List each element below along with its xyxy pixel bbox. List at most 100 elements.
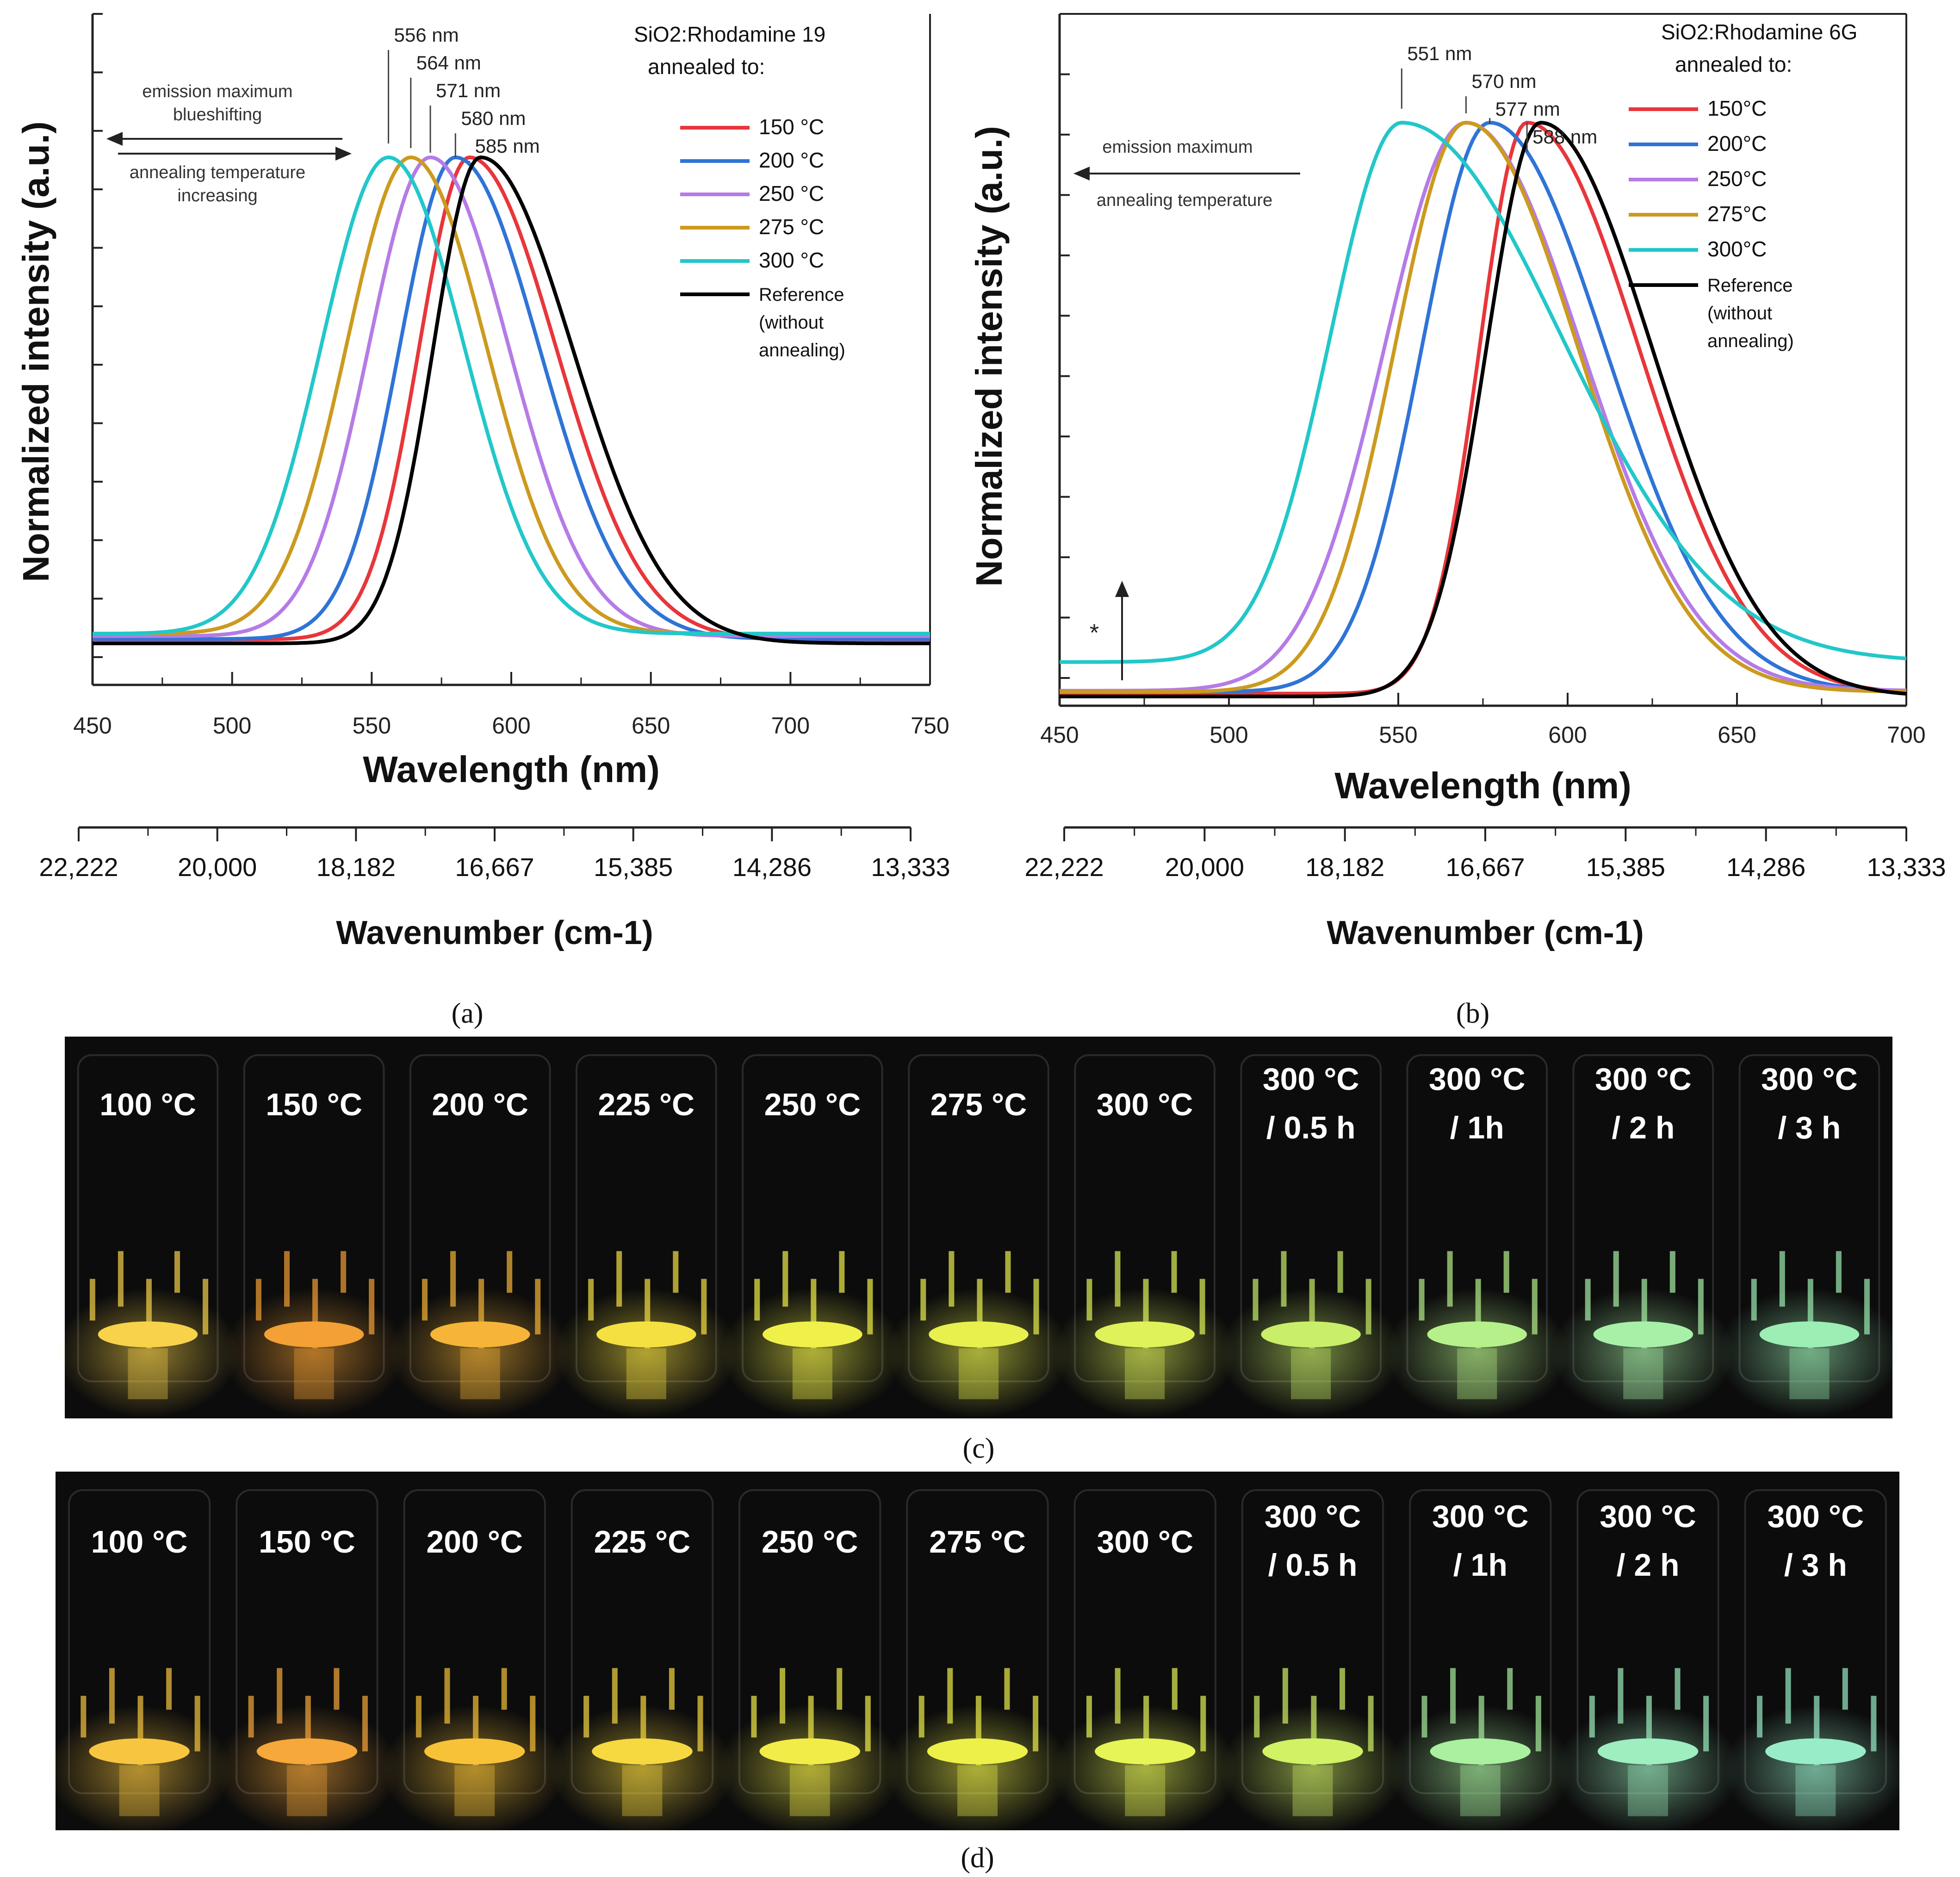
sample-fleck [1199,1279,1205,1335]
sample-label: 225 °C [598,1087,695,1122]
sample-fleck [89,1279,95,1321]
sample-fleck [341,1251,347,1293]
sample-fleck [1475,1279,1481,1349]
legend-label: 200°C [1707,131,1767,155]
wavenumber-tick-label: 15,385 [594,852,673,882]
panel-caption: (b) [1456,998,1489,1029]
sample-label: / 1h [1450,1110,1504,1145]
sample-glow [1556,1705,1740,1835]
series-line-5 [1060,121,1907,698]
sample-fleck [284,1251,290,1307]
sample-fleck [1253,1279,1259,1321]
legend-label: 250°C [1707,167,1767,191]
sample-fleck [1641,1279,1647,1349]
sample-label: 300 °C [1761,1062,1858,1097]
annotation: annealing temperature [1097,191,1272,210]
sample-fleck [312,1279,318,1349]
sample-fleck [640,1696,646,1765]
sample-label: 300 °C [1429,1062,1526,1097]
sample-reflection [1795,1765,1836,1816]
sample-fleck [444,1668,450,1724]
sample-fleck [1282,1668,1288,1724]
sample-fleck [1337,1251,1343,1293]
chart-subtitle: annealed to: [648,55,765,79]
wavenumber-tick-label: 18,182 [1305,852,1384,882]
annotation: emission maximum [142,82,292,101]
sample-fleck [146,1279,152,1349]
chart-subtitle: annealed to: [1675,52,1792,76]
sample-fleck [1033,1279,1039,1335]
sample-fleck [334,1668,340,1710]
sample-label: 300 °C [1595,1062,1692,1097]
x-tick-label: 500 [213,713,251,739]
sample-fleck [1814,1696,1820,1765]
sample-label: 225 °C [594,1524,691,1560]
peak-label: 588 nm [1532,126,1597,148]
sample-fleck [1200,1696,1206,1752]
series-line-5 [93,155,930,646]
x-tick-label: 550 [353,713,391,739]
photo-panel-c: 100 °C 150 °C 200 °C 225 °C 250 °C 275 °C 300 … [56,1037,1901,1464]
sample-fleck [837,1668,843,1710]
chart-panel-b: 450 500 550 600 650 700 Wavelength (nm) Normali… [968,13,1946,1029]
panel-caption: (a) [452,998,484,1029]
sample-glow [550,1705,735,1835]
sample-fleck [1450,1668,1456,1724]
sample-fleck [1698,1279,1704,1335]
sample-label: 100 °C [99,1087,196,1122]
peak-label: 564 nm [416,52,481,74]
sample-fleck [977,1279,983,1349]
sample-reflection [454,1765,495,1816]
sample-fleck [1086,1279,1092,1321]
sample-reflection [119,1765,160,1816]
x-tick-label: 450 [1040,722,1079,748]
sample-fleck [920,1279,926,1321]
legend-label: 275°C [1707,202,1767,226]
sample-fleck [1421,1696,1427,1738]
series-line-2 [93,155,930,638]
legend-label-line3: annealing) [1707,331,1794,351]
legend-label: 150 °C [759,115,824,139]
sample-fleck [612,1668,618,1724]
annotation: * [1090,620,1099,646]
wavenumber-tick-label: 13,333 [871,852,950,882]
sample-fleck [248,1696,254,1738]
sample-fleck [1613,1251,1619,1307]
sample-fleck [1311,1696,1317,1765]
sample-fleck [1842,1668,1848,1710]
sample-glow [1053,1705,1238,1835]
sample-fleck [1532,1279,1538,1335]
sample-fleck [754,1279,760,1321]
sample-label: 150 °C [266,1087,362,1122]
sample-fleck [1281,1251,1287,1307]
sample-reflection [460,1348,500,1399]
series-line-1 [93,155,930,641]
sample-reflection [792,1348,832,1399]
sample-glow [382,1705,567,1835]
wavenumber-tick-label: 13,333 [1867,852,1946,882]
sample-reflection [958,1348,999,1399]
sample-fleck [701,1279,707,1335]
legend-label: 300°C [1707,237,1767,261]
wavenumber-tick-label: 20,000 [1165,852,1244,882]
sample-reflection [1291,1348,1331,1399]
sample-reflection [1125,1765,1166,1816]
sample-fleck [194,1696,200,1752]
x-tick-label: 700 [771,713,810,739]
sample-fleck [867,1279,873,1335]
legend-label: 275 °C [759,215,824,239]
sample-reflection [1125,1348,1165,1399]
sample-fleck [782,1251,788,1307]
sample-label: 275 °C [930,1087,1027,1122]
sample-glow [1388,1705,1573,1835]
sample-glow [1718,1288,1901,1418]
chart-panel-a: 450 500 550 600 650 700 750 Wavelength (nm) Norm… [15,13,950,1029]
sample-label: 250 °C [764,1087,861,1122]
x-tick-label: 600 [1548,722,1587,748]
sample-label: / 0.5 h [1266,1110,1356,1145]
sample-label: 150 °C [259,1524,355,1560]
wavenumber-axis-label: Wavenumber (cm-1) [1327,914,1644,951]
sample-reflection [294,1348,334,1399]
panel-caption: (d) [961,1842,994,1874]
x-tick-label: 500 [1209,722,1248,748]
